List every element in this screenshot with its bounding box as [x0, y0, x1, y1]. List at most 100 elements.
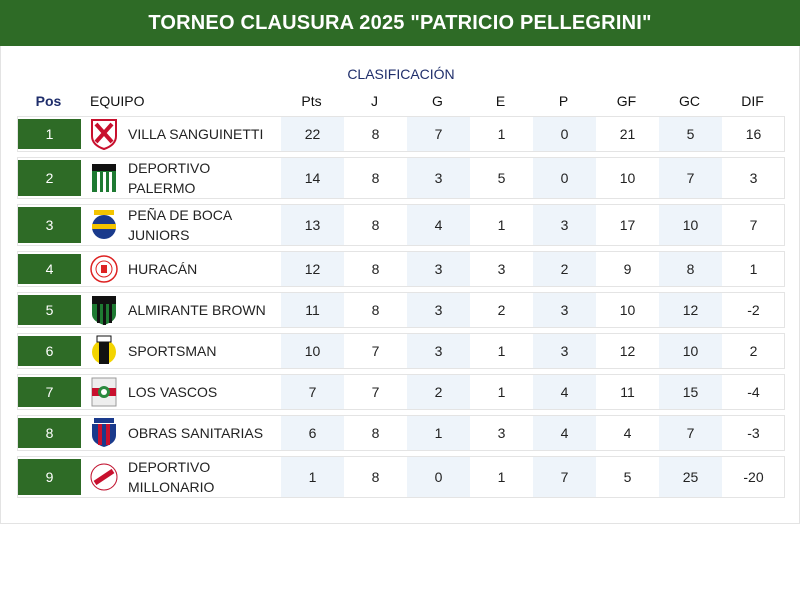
dif-cell: 3 — [749, 170, 758, 186]
table-row: 5 ALMIRANTE BROWN 11 8 3 2 3 10 12 -2 — [17, 292, 785, 328]
g-cell: 3 — [407, 334, 470, 368]
column-header-e: E — [495, 93, 506, 109]
pts-cell: 12 — [281, 252, 344, 286]
j-cell: 8 — [371, 469, 380, 485]
pts-cell: 10 — [281, 334, 344, 368]
gc-cell: 15 — [659, 375, 722, 409]
red-green-crest-icon — [90, 376, 118, 408]
j-cell: 8 — [371, 302, 380, 318]
e-cell: 1 — [497, 343, 506, 359]
column-header-p: P — [558, 93, 569, 109]
j-cell: 7 — [371, 384, 380, 400]
green-white-stripes-crest-icon — [90, 162, 118, 194]
team-cell: DEPORTIVO MILLONARIO — [81, 457, 281, 497]
team-cell: HURACÁN — [81, 252, 281, 286]
team-name: VILLA SANGUINETTI — [128, 126, 264, 142]
position-cell: 2 — [18, 160, 81, 196]
column-header-gc: GC — [679, 93, 700, 109]
pts-cell: 1 — [281, 457, 344, 497]
position-cell: 9 — [18, 459, 81, 495]
e-cell: 5 — [497, 170, 506, 186]
gc-cell: 12 — [659, 293, 722, 327]
g-cell: 3 — [407, 252, 470, 286]
dif-cell: -4 — [747, 384, 760, 400]
gc-cell: 7 — [659, 158, 722, 198]
gc-cell: 8 — [659, 252, 722, 286]
dif-cell: 7 — [749, 217, 758, 233]
gf-cell: 11 — [620, 384, 635, 400]
gf-cell: 21 — [619, 126, 636, 142]
page-header: TORNEO CLAUSURA 2025 "PATRICIO PELLEGRIN… — [0, 0, 800, 46]
team-cell: LOS VASCOS — [81, 375, 281, 409]
e-cell: 1 — [497, 126, 506, 142]
blue-red-stripes-crest-icon — [90, 417, 118, 449]
gc-cell: 7 — [659, 416, 722, 450]
position-cell: 7 — [18, 377, 81, 407]
column-header-g: G — [432, 93, 443, 109]
pts-cell: 13 — [281, 205, 344, 245]
pts-cell: 22 — [281, 117, 344, 151]
dif-cell: 16 — [745, 126, 762, 142]
standings-panel: CLASIFICACIÓN Pos EQUIPO Pts J G E P GF … — [0, 46, 800, 524]
table-row: 3 PEÑA DE BOCA JUNIORS 13 8 4 1 3 17 10 7 — [17, 204, 785, 246]
team-name: OBRAS SANITARIAS — [128, 425, 264, 441]
column-header-dif: DIF — [741, 93, 764, 109]
g-cell: 3 — [407, 293, 470, 327]
team-cell: DEPORTIVO PALERMO — [81, 158, 281, 198]
table-row: 2 DEPORTIVO PALERMO 14 8 3 5 0 10 7 3 — [17, 157, 785, 199]
column-header-j: J — [371, 93, 378, 109]
g-cell: 2 — [407, 375, 470, 409]
table-row: 9 DEPORTIVO MILLONARIO 1 8 0 1 7 5 25 -20 — [17, 456, 785, 498]
gf-cell: 10 — [619, 302, 636, 318]
team-cell: ALMIRANTE BROWN — [81, 293, 281, 327]
gc-cell: 25 — [659, 457, 722, 497]
table-row: 4 HURACÁN 12 8 3 3 2 9 8 1 — [17, 251, 785, 287]
j-cell: 8 — [371, 261, 380, 277]
gf-cell: 10 — [619, 170, 636, 186]
pts-cell: 6 — [281, 416, 344, 450]
e-cell: 3 — [497, 261, 506, 277]
pts-cell: 7 — [281, 375, 344, 409]
p-cell: 4 — [533, 375, 596, 409]
team-name: HURACÁN — [128, 261, 198, 277]
gf-cell: 5 — [623, 469, 632, 485]
blue-gold-crest-icon — [90, 209, 118, 241]
p-cell: 0 — [533, 158, 596, 198]
table-row: 1 VILLA SANGUINETTI 22 8 7 1 0 21 5 16 — [17, 116, 785, 152]
red-white-stripes-crest-icon — [90, 118, 118, 150]
position-cell: 8 — [18, 418, 81, 448]
p-cell: 0 — [533, 117, 596, 151]
p-cell: 4 — [533, 416, 596, 450]
g-cell: 7 — [407, 117, 470, 151]
gf-cell: 9 — [623, 261, 632, 277]
white-red-ring-crest-icon — [90, 253, 118, 285]
team-name: SPORTSMAN — [128, 343, 217, 359]
white-red-diagonal-crest-icon — [90, 461, 118, 493]
team-name: LOS VASCOS — [128, 384, 218, 400]
position-cell: 5 — [18, 295, 81, 325]
e-cell: 1 — [497, 469, 506, 485]
e-cell: 3 — [497, 425, 506, 441]
position-cell: 3 — [18, 207, 81, 243]
table-row: 6 SPORTSMAN 10 7 3 1 3 12 10 2 — [17, 333, 785, 369]
gc-cell: 10 — [659, 334, 722, 368]
gc-cell: 10 — [659, 205, 722, 245]
gf-cell: 4 — [623, 425, 632, 441]
j-cell: 7 — [371, 343, 380, 359]
j-cell: 8 — [371, 126, 380, 142]
yellow-black-crest-icon — [90, 335, 118, 367]
g-cell: 1 — [407, 416, 470, 450]
position-cell: 4 — [18, 254, 81, 284]
dif-cell: 2 — [749, 343, 758, 359]
table-row: 7 LOS VASCOS 7 7 2 1 4 11 15 -4 — [17, 374, 785, 410]
table-subtitle: CLASIFICACIÓN — [347, 66, 455, 82]
p-cell: 2 — [533, 252, 596, 286]
e-cell: 2 — [497, 302, 506, 318]
j-cell: 8 — [371, 425, 380, 441]
team-cell: VILLA SANGUINETTI — [81, 117, 281, 151]
green-black-stripes-crest-icon — [90, 294, 118, 326]
e-cell: 1 — [497, 217, 506, 233]
p-cell: 3 — [533, 334, 596, 368]
p-cell: 3 — [533, 293, 596, 327]
gf-cell: 17 — [619, 217, 636, 233]
